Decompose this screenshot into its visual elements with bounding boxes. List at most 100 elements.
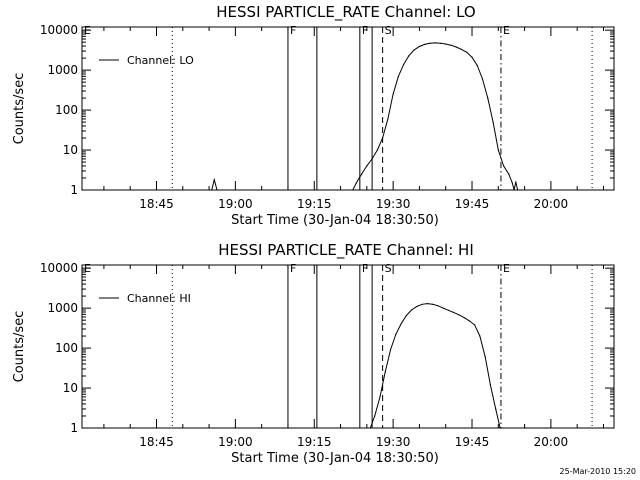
chart-title: HESSI PARTICLE_RATE Channel: HI [218,241,474,260]
data-point [397,75,399,77]
data-point [216,189,218,191]
event-marker-label: E [503,24,510,37]
data-point [487,97,489,99]
data-point [366,165,368,167]
data-point [421,303,423,305]
data-point [613,189,615,191]
data-point [508,173,510,175]
data-point [476,65,478,67]
data-point [503,165,505,167]
data-point [481,78,484,80]
data-point [392,93,394,95]
x-tick-label: 18:45 [139,197,174,211]
data-point [376,149,378,151]
x-tick-label: 18:45 [139,435,174,449]
x-tick-label: 19:45 [455,435,490,449]
data-point [379,396,381,398]
data-point [466,51,468,53]
data-point [517,189,519,191]
event-marker-label: F [290,262,296,275]
data-point [492,121,494,123]
data-point [442,307,444,309]
data-point [413,49,415,51]
data-point [81,189,83,191]
plot-timestamp: 25-Mar-2010 15:20 [560,467,637,476]
data-point [382,137,384,139]
event-marker-label: F [362,24,368,37]
event-marker-label: E [84,24,91,37]
y-tick-label: 1000 [47,63,78,77]
x-tick-label: 20:00 [534,197,569,211]
data-point [432,303,434,305]
data-point [369,427,371,429]
x-tick-label: 19:00 [218,197,253,211]
data-point [387,118,389,120]
x-tick-label: 19:30 [376,435,411,449]
plot-panel-1 [81,26,615,191]
data-point [471,56,473,58]
y-tick-label: 1000 [47,301,78,315]
data-point [434,42,436,44]
data-point [474,324,476,326]
data-point [489,384,491,386]
y-tick-label: 1 [70,421,78,435]
data-point [211,189,213,191]
data-point [460,48,463,51]
y-tick-label: 100 [55,341,78,355]
data-point [355,182,357,184]
data-point [437,305,439,307]
y-tick-label: 10 [63,381,78,395]
data-point [455,46,457,48]
data-point [453,311,455,313]
x-tick-label: 19:30 [376,197,411,211]
event-marker-label: S [385,24,392,37]
data-point [613,427,615,429]
data-point [408,55,410,57]
y-tick-label: 1 [70,183,78,197]
series-line-1 [82,42,614,191]
data-point [371,158,373,160]
y-tick-label: 10000 [40,23,78,37]
y-tick-label: 100 [55,103,78,117]
series-line-1 [82,303,614,429]
data-point [81,427,83,429]
plot-frame [81,264,615,429]
data-point [450,44,452,46]
y-axis-label: Counts/sec [12,73,27,145]
data-point [513,189,515,191]
data-point [497,149,499,151]
data-point [405,315,407,317]
data-point [418,45,420,48]
x-tick-label: 19:00 [218,435,253,449]
data-point [495,408,497,410]
data-point [426,303,428,305]
data-point [439,42,442,44]
data-point [424,43,426,46]
y-tick-label: 10000 [40,261,78,275]
data-point [447,309,449,311]
data-point [400,323,402,325]
data-point [445,43,447,45]
data-point [361,173,363,175]
event-marker-label: S [385,262,392,275]
data-point [458,314,460,316]
data-point [352,189,354,191]
data-point [403,63,405,65]
x-axis-label: Start Time (30-Jan-04 18:30:50) [231,451,439,466]
data-point [389,349,392,351]
data-point [499,427,501,429]
data-point [395,333,397,335]
x-tick-label: 19:15 [297,435,332,449]
x-axis-label: Start Time (30-Jan-04 18:30:50) [231,213,439,228]
chart-title: HESSI PARTICLE_RATE Channel: LO [216,3,475,22]
x-tick-label: 19:45 [455,197,490,211]
data-point [515,181,517,183]
plot-panel-2 [81,264,615,429]
event-marker-label: E [84,262,91,275]
data-point [429,42,431,44]
data-point [374,415,376,417]
legend-label: Channel: HI [127,292,191,305]
x-tick-label: 20:00 [534,435,569,449]
plot-frame [81,26,615,191]
